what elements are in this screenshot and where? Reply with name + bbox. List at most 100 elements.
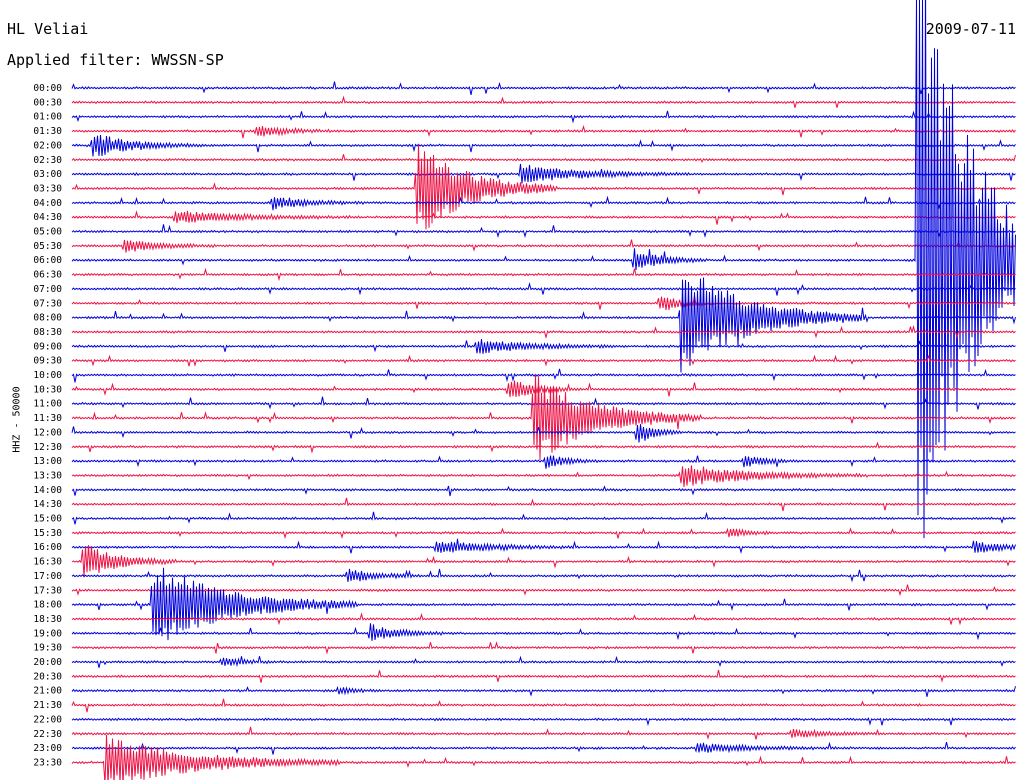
row-label: 20:00 — [33, 657, 62, 668]
trace-line — [71, 741, 1016, 755]
row-label: 15:00 — [33, 514, 62, 525]
row-label: 08:30 — [33, 327, 62, 338]
trace-line — [71, 612, 1016, 626]
trace-line — [71, 324, 1016, 340]
trace-line — [71, 545, 1016, 578]
trace-line — [71, 641, 1016, 655]
row-label: 14:30 — [33, 499, 62, 510]
trace-line — [71, 277, 1016, 373]
row-label: 06:00 — [33, 255, 62, 266]
row-label: 16:00 — [33, 542, 62, 553]
trace-line — [71, 538, 1016, 554]
trace-line — [71, 81, 1016, 95]
row-label: 00:30 — [33, 97, 62, 108]
trace-line — [71, 584, 1016, 597]
row-label: 04:00 — [33, 198, 62, 209]
trace-line — [71, 717, 1016, 727]
row-label: 22:00 — [33, 714, 62, 725]
trace-line — [71, 669, 1016, 683]
row-label: 12:30 — [33, 442, 62, 453]
trace-line — [71, 726, 1016, 740]
row-label-group: 00:00 00:30 01:00 01:30 02:00 02:30 03:00 03:30… — [33, 83, 62, 768]
trace-line — [71, 154, 1016, 163]
row-label: 19:30 — [33, 643, 62, 654]
row-label: 03:30 — [33, 183, 62, 194]
trace-line — [71, 497, 1016, 512]
row-label: 17:30 — [33, 585, 62, 596]
row-label: 01:30 — [33, 126, 62, 137]
row-label: 09:30 — [33, 356, 62, 367]
trace-line — [71, 465, 1016, 488]
row-label: 17:00 — [33, 571, 62, 582]
row-label: 10:00 — [33, 370, 62, 381]
row-label: 20:30 — [33, 671, 62, 682]
trace-line — [71, 655, 1016, 668]
row-label: 07:00 — [33, 284, 62, 295]
row-label: 18:00 — [33, 600, 62, 611]
trace-line — [71, 734, 1016, 780]
trace-line — [71, 527, 1016, 540]
row-label: 10:30 — [33, 384, 62, 395]
row-label: 04:30 — [33, 212, 62, 223]
row-label: 08:00 — [33, 313, 62, 324]
trace-line — [71, 267, 1016, 282]
trace-line — [71, 281, 1016, 296]
record-date: 2009-07-11 — [925, 20, 1016, 38]
filter-label: Applied filter: WWSSN-SP — [7, 51, 224, 69]
trace-line — [71, 368, 1016, 383]
trace-line — [71, 224, 1016, 239]
row-label: 05:00 — [33, 227, 62, 238]
row-label: 00:00 — [33, 83, 62, 94]
station-name: HL Veliai — [7, 20, 89, 38]
trace-line — [71, 295, 1016, 311]
row-label: 13:00 — [33, 456, 62, 467]
trace-line — [71, 195, 1016, 211]
row-label: 11:30 — [33, 413, 62, 424]
trace-line — [71, 163, 1016, 184]
trace-line — [71, 568, 1016, 583]
row-label: 02:30 — [33, 155, 62, 166]
trace-line — [71, 210, 1016, 225]
row-label: 22:30 — [33, 729, 62, 740]
row-label: 16:30 — [33, 557, 62, 568]
row-label: 21:30 — [33, 700, 62, 711]
trace-line — [71, 698, 1016, 713]
trace-line — [71, 485, 1016, 497]
row-label: 07:30 — [33, 298, 62, 309]
row-label: 19:00 — [33, 628, 62, 639]
trace-line — [71, 354, 1016, 367]
row-label: 13:30 — [33, 470, 62, 481]
row-label: 21:00 — [33, 686, 62, 697]
row-label: 05:30 — [33, 241, 62, 252]
trace-line — [71, 567, 1016, 641]
row-label: 09:00 — [33, 341, 62, 352]
row-label: 03:00 — [33, 169, 62, 180]
trace-line — [71, 424, 1016, 443]
row-label: 23:30 — [33, 757, 62, 768]
row-label: 01:00 — [33, 112, 62, 123]
trace-line — [71, 373, 1016, 461]
row-label: 15:30 — [33, 528, 62, 539]
trace-line — [71, 685, 1016, 697]
trace-line — [71, 441, 1016, 454]
trace-line — [71, 455, 1016, 469]
trace-line — [71, 134, 1016, 157]
row-label: 06:30 — [33, 270, 62, 281]
trace-line — [71, 110, 1016, 124]
trace-line — [71, 511, 1016, 525]
trace-line — [71, 124, 1016, 139]
trace-line — [71, 0, 1016, 539]
trace-line — [71, 239, 1016, 253]
trace-line — [71, 95, 1016, 108]
row-label: 12:00 — [33, 427, 62, 438]
row-label: 02:00 — [33, 140, 62, 151]
row-label: 23:00 — [33, 743, 62, 754]
trace-line — [71, 380, 1016, 398]
trace-line — [71, 338, 1016, 354]
trace-line — [71, 623, 1016, 641]
row-label: 18:30 — [33, 614, 62, 625]
trace-line — [71, 144, 1016, 230]
row-label: 14:00 — [33, 485, 62, 496]
trace-group — [71, 0, 1016, 780]
